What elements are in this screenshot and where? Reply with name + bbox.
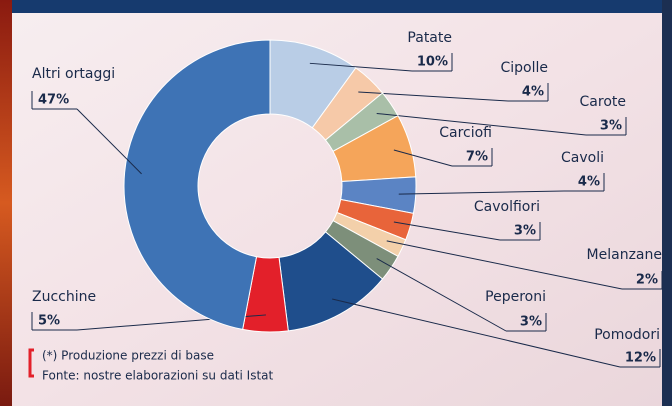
slice [123, 39, 271, 330]
slice-label: Patate [407, 30, 452, 46]
slice-label: Carciofi [439, 125, 492, 141]
edge-strip [0, 0, 12, 406]
value-label: 47% [38, 93, 69, 108]
leader-line [393, 149, 453, 167]
note-bracket [28, 348, 34, 378]
value-label: 12% [625, 351, 656, 366]
leader-line [376, 112, 587, 136]
slice-label: Cavolfiori [474, 199, 540, 215]
note: Fonte: nostre elaborazioni su dati Istat [42, 369, 274, 383]
value-label: 7% [466, 150, 488, 165]
value-label: 3% [520, 315, 542, 330]
slice-label: Carote [580, 94, 626, 110]
slice-label: Melanzane [587, 247, 662, 263]
leader-line [398, 190, 565, 195]
slice-label: Pomodori [594, 327, 660, 343]
leader-line [309, 62, 413, 72]
value-label: 5% [38, 314, 60, 329]
value-label: 10% [417, 55, 448, 70]
value-label: 3% [514, 224, 536, 239]
leader-line [376, 258, 507, 332]
note: (*) Produzione prezzi di base [42, 349, 214, 363]
value-label: 4% [578, 175, 600, 190]
header-band [0, 0, 672, 13]
edge-strip [662, 0, 672, 406]
leader-line [76, 108, 142, 175]
leader-line [386, 240, 623, 290]
value-label: 4% [522, 85, 544, 100]
value-label: 3% [600, 119, 622, 134]
slice-label: Zucchine [32, 289, 96, 305]
slice-label: Peperoni [485, 289, 546, 305]
leader-line [332, 298, 621, 368]
slice-label: Cavoli [561, 150, 604, 166]
slice-label: Cipolle [500, 60, 548, 76]
slice-label: Altri ortaggi [32, 66, 115, 82]
leader-line [393, 221, 501, 241]
value-label: 2% [636, 273, 658, 288]
